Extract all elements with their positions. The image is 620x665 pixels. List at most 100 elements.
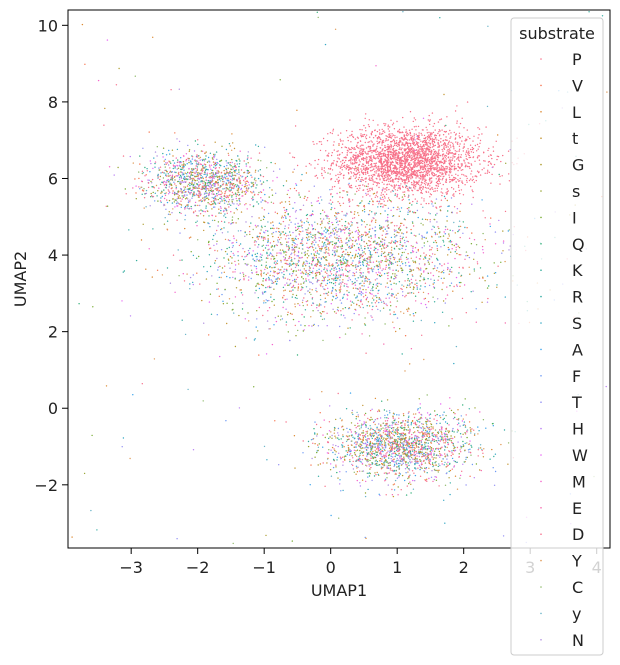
scatter-point bbox=[350, 176, 352, 178]
scatter-point bbox=[335, 275, 337, 277]
scatter-point bbox=[354, 278, 357, 280]
scatter-point bbox=[381, 243, 384, 246]
scatter-point bbox=[441, 169, 443, 172]
scatter-point bbox=[348, 199, 350, 202]
scatter-point bbox=[307, 227, 310, 229]
scatter-point bbox=[312, 267, 315, 269]
scatter-point bbox=[424, 286, 426, 288]
scatter-point bbox=[270, 286, 272, 288]
scatter-point bbox=[440, 246, 442, 248]
scatter-point bbox=[403, 136, 405, 138]
scatter-point bbox=[398, 260, 400, 262]
scatter-point bbox=[412, 222, 414, 224]
scatter-point bbox=[437, 298, 439, 300]
scatter-point bbox=[379, 265, 381, 267]
scatter-point bbox=[296, 244, 298, 246]
scatter-point bbox=[421, 165, 423, 167]
scatter-point bbox=[406, 274, 409, 276]
scatter-point bbox=[458, 135, 460, 137]
scatter-point bbox=[366, 158, 368, 160]
scatter-point bbox=[464, 184, 466, 186]
scatter-point bbox=[313, 253, 315, 255]
scatter-point bbox=[301, 240, 303, 242]
scatter-point bbox=[375, 242, 377, 245]
scatter-point bbox=[336, 217, 338, 219]
scatter-point bbox=[455, 181, 457, 183]
scatter-point bbox=[415, 177, 417, 179]
scatter-point bbox=[452, 194, 454, 196]
scatter-point bbox=[297, 264, 300, 267]
scatter-point bbox=[477, 127, 479, 129]
scatter-point bbox=[244, 318, 246, 320]
scatter-point bbox=[436, 139, 438, 141]
scatter-point bbox=[355, 268, 358, 270]
scatter-point bbox=[470, 164, 473, 166]
scatter-point bbox=[385, 179, 387, 182]
scatter-point bbox=[320, 285, 322, 287]
scatter-point bbox=[354, 148, 356, 150]
scatter-point bbox=[338, 235, 340, 237]
scatter-point bbox=[322, 275, 324, 277]
scatter-point bbox=[449, 129, 451, 132]
scatter-point bbox=[262, 277, 265, 280]
scatter-point bbox=[388, 134, 390, 136]
scatter-point bbox=[368, 256, 370, 258]
scatter-point bbox=[234, 264, 237, 266]
scatter-point bbox=[376, 138, 379, 140]
scatter-point bbox=[392, 273, 394, 275]
scatter-point bbox=[353, 302, 355, 304]
scatter-point bbox=[471, 179, 473, 182]
scatter-point bbox=[278, 271, 281, 274]
scatter-point bbox=[408, 174, 411, 176]
scatter-point bbox=[240, 292, 243, 294]
scatter-point bbox=[408, 142, 410, 144]
scatter-point bbox=[380, 194, 382, 196]
scatter-point bbox=[458, 160, 461, 162]
scatter-point bbox=[441, 148, 443, 151]
scatter-point bbox=[349, 279, 352, 281]
scatter-point bbox=[312, 256, 314, 259]
scatter-point bbox=[461, 117, 463, 120]
scatter-point bbox=[214, 233, 216, 235]
scatter-point bbox=[469, 144, 472, 146]
scatter-point bbox=[310, 304, 313, 306]
scatter-point bbox=[351, 245, 354, 247]
scatter-point bbox=[380, 301, 383, 303]
scatter-point bbox=[402, 198, 404, 200]
scatter-point bbox=[403, 239, 406, 242]
scatter-point bbox=[342, 274, 344, 277]
scatter-point bbox=[320, 304, 322, 306]
scatter-point bbox=[334, 236, 336, 238]
scatter-point bbox=[379, 272, 381, 274]
scatter-point bbox=[436, 166, 438, 168]
scatter-point bbox=[258, 244, 260, 246]
scatter-point bbox=[409, 176, 411, 178]
scatter-point bbox=[386, 176, 389, 178]
scatter-point bbox=[261, 226, 263, 229]
scatter-point bbox=[310, 293, 312, 296]
scatter-point bbox=[346, 283, 348, 285]
scatter-point bbox=[395, 306, 397, 308]
scatter-point bbox=[378, 173, 380, 175]
scatter-point bbox=[386, 225, 389, 227]
scatter-point bbox=[437, 143, 440, 145]
scatter-point bbox=[388, 165, 390, 168]
scatter-point bbox=[331, 186, 334, 188]
scatter-point bbox=[383, 242, 386, 244]
scatter-point bbox=[479, 267, 482, 269]
scatter-point bbox=[367, 150, 369, 153]
scatter-point bbox=[396, 143, 398, 145]
scatter-point bbox=[339, 138, 341, 140]
scatter-point bbox=[389, 262, 392, 264]
scatter-point bbox=[337, 255, 339, 257]
scatter-point bbox=[368, 283, 371, 285]
scatter-point bbox=[400, 149, 402, 151]
scatter-point bbox=[494, 243, 497, 245]
scatter-point bbox=[364, 280, 366, 282]
scatter-point bbox=[438, 227, 440, 230]
scatter-point bbox=[352, 282, 355, 285]
scatter-point bbox=[290, 257, 293, 259]
scatter-point bbox=[372, 286, 374, 288]
scatter-point bbox=[326, 325, 328, 327]
scatter-point bbox=[427, 272, 430, 275]
